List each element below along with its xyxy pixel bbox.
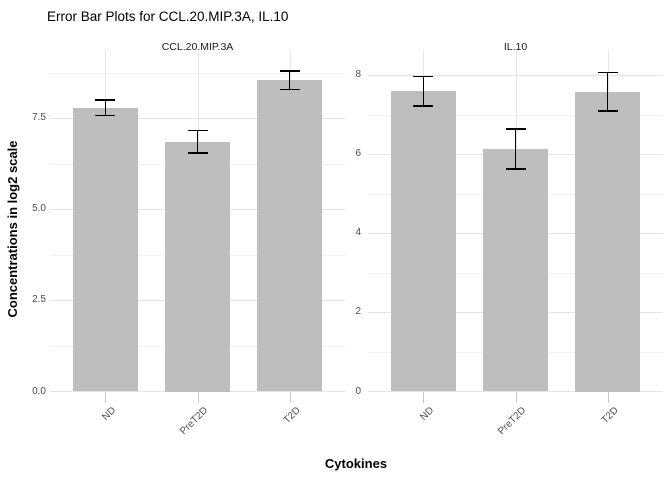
x-axis-tick (105, 392, 107, 403)
y-tick-label: 2.5 (32, 294, 46, 306)
facet-strip-label-ccl20: CCL.20.MIP.3A (161, 41, 234, 53)
error-bar-cap-top (95, 99, 116, 101)
error-bar-stem (104, 99, 107, 116)
error-bar-cap-top (413, 75, 434, 78)
error-bar-cap-bottom (413, 105, 434, 107)
bar-nd (72, 107, 138, 392)
y-tick-label: 7.5 (32, 112, 46, 124)
x-axis-title: Cytokines (324, 456, 388, 471)
error-bar-stem (196, 129, 199, 154)
y-tick-label: 8 (355, 68, 361, 80)
x-tick-label-pret2d: PreT2D (496, 405, 529, 438)
facet-panel-il10 (368, 50, 663, 392)
x-axis-tick (197, 392, 199, 403)
error-bar-cap-top (505, 128, 526, 130)
error-bar-cap-top (187, 129, 208, 131)
x-axis-tick (423, 392, 425, 403)
error-bar-cap-bottom (279, 88, 300, 91)
error-bar-cap-top (279, 70, 300, 72)
facet-strip-label-il10: IL.10 (503, 41, 528, 53)
x-axis-tick (607, 392, 609, 403)
x-tick-label-t2d: T2D (281, 405, 303, 427)
y-tick-label: 2 (355, 306, 361, 318)
error-bar-cap-top (597, 71, 618, 74)
x-axis-tick (289, 392, 291, 403)
x-tick-label-t2d: T2D (599, 405, 621, 427)
bar-pret2d (483, 148, 548, 392)
bar-nd (390, 91, 456, 392)
error-bar-stem (606, 71, 609, 112)
error-bar-stem (288, 70, 291, 90)
x-tick-label-pret2d: PreT2D (178, 405, 211, 438)
y-tick-label: 0 (355, 385, 361, 397)
x-tick-label-nd: ND (100, 405, 119, 423)
y-tick-label: 6 (355, 148, 361, 160)
x-axis-tick (515, 392, 517, 403)
error-bar-cap-bottom (95, 114, 116, 116)
y-tick-label: 4 (355, 227, 361, 239)
chart-title: Error Bar Plots for CCL.20.MIP.3A, IL.10 (47, 9, 289, 24)
bar-t2d (257, 79, 323, 392)
error-bar-stem (422, 75, 425, 107)
error-bar-cap-bottom (597, 110, 618, 112)
y-tick-label: 0.0 (32, 385, 46, 397)
error-bar-cap-bottom (505, 168, 526, 170)
bar-pret2d (165, 141, 230, 392)
error-bar-stem (514, 128, 517, 170)
facet-panel-ccl20 (50, 50, 345, 392)
y-tick-label: 5.0 (32, 203, 46, 215)
x-tick-label-nd: ND (418, 405, 437, 423)
bar-t2d (575, 91, 641, 392)
error-bar-cap-bottom (187, 152, 208, 154)
